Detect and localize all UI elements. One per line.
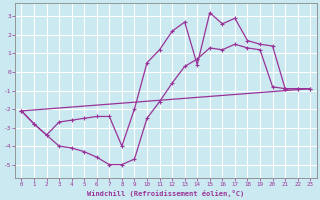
X-axis label: Windchill (Refroidissement éolien,°C): Windchill (Refroidissement éolien,°C) [87,190,244,197]
